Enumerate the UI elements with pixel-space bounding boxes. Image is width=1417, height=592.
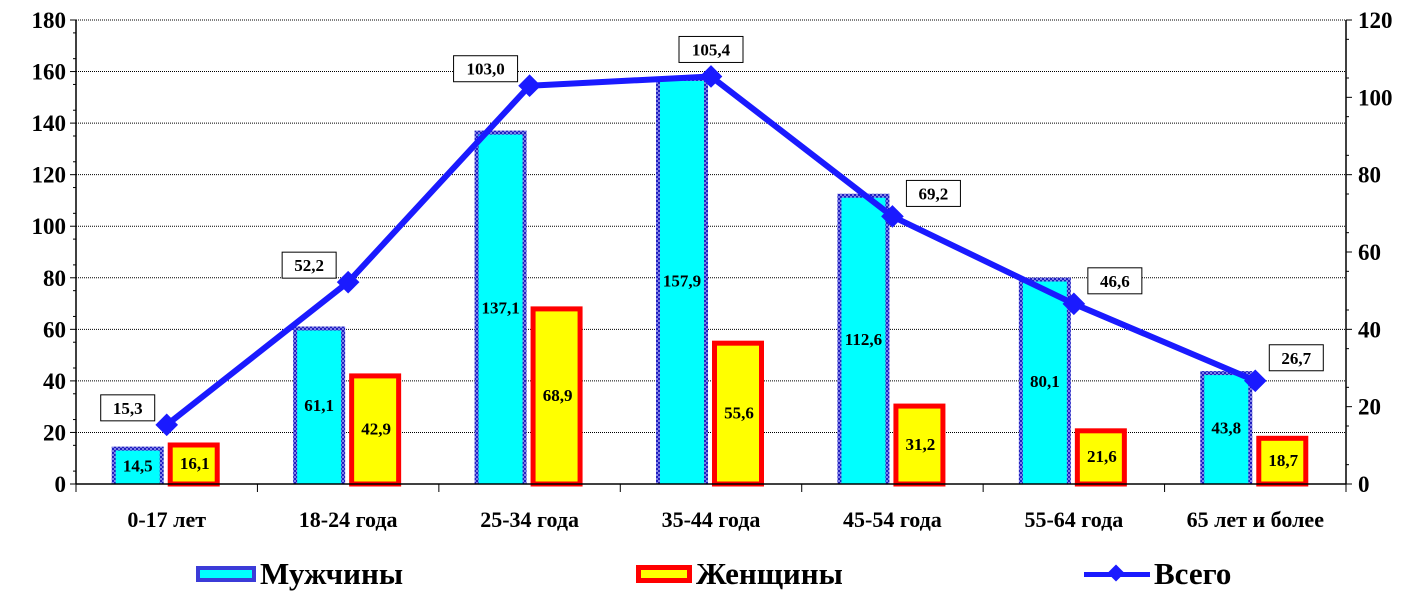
- total-label-box: [281, 251, 337, 279]
- legend-women: Женщины: [636, 556, 843, 592]
- line-marker: [336, 270, 360, 294]
- women-value-label: 18,7: [1268, 451, 1298, 470]
- legend-men-label: Мужчины: [260, 556, 404, 591]
- total-label-box: [453, 55, 519, 83]
- men-value-label: 14,5: [123, 456, 153, 475]
- x-tick-label: 55-64 года: [1024, 507, 1123, 532]
- left-tick-label: 40: [43, 369, 66, 394]
- total-label-box: [1268, 344, 1324, 372]
- legend-women-swatch: [636, 565, 692, 583]
- bar-men-fill: [1022, 281, 1067, 484]
- data-labels: 14,5 16,1 61,1 42,9 137,1 68,9 157,9 55,6 112,6 3…: [100, 35, 1324, 475]
- total-value-label: 103,0: [466, 60, 504, 79]
- women-value-label: 21,6: [1087, 447, 1117, 466]
- total-value-label: 26,7: [1281, 349, 1311, 368]
- x-tick-label: 25-34 года: [480, 507, 579, 532]
- x-tick-label: 18-24 года: [299, 507, 398, 532]
- right-tick-label: 20: [1358, 395, 1381, 420]
- men-value-label: 80,1: [1030, 372, 1060, 391]
- total-value-label: 15,3: [113, 399, 143, 418]
- right-tick-label: 100: [1358, 85, 1393, 110]
- left-tick-label: 80: [43, 266, 66, 291]
- total-value-label: 105,4: [692, 40, 731, 59]
- left-tick-label: 0: [55, 472, 67, 497]
- total-label-box: [678, 35, 744, 63]
- x-tick-label: 45-54 года: [843, 507, 942, 532]
- left-tick-label: 100: [32, 214, 67, 239]
- line-marker: [1062, 292, 1086, 316]
- legend-total-label: Всего: [1154, 556, 1232, 591]
- right-tick-label: 0: [1358, 472, 1370, 497]
- x-tick-label: 0-17 лет: [127, 507, 206, 532]
- women-value-label: 42,9: [361, 420, 391, 439]
- right-tick-label: 80: [1358, 163, 1381, 188]
- bar-men-fill: [478, 134, 523, 484]
- legend-women-label: Женщины: [696, 556, 843, 591]
- women-value-label: 31,2: [906, 435, 936, 454]
- total-value-label: 69,2: [919, 184, 949, 203]
- men-value-label: 43,8: [1211, 419, 1241, 438]
- bar-women: [1074, 428, 1127, 487]
- men-value-label: 157,9: [663, 271, 701, 290]
- line-marker: [518, 74, 541, 98]
- left-tick-label: 160: [32, 60, 67, 85]
- bar-women: [712, 340, 764, 487]
- bar-men-fill: [115, 450, 160, 484]
- line-series: [155, 65, 1267, 437]
- women-value-label: 68,9: [543, 386, 573, 405]
- legend-men: Мужчины: [196, 556, 403, 592]
- bar-men-fill: [297, 330, 342, 484]
- legend-total-swatch: [1084, 565, 1150, 583]
- men-value-label: 137,1: [481, 298, 519, 317]
- line-marker: [1243, 369, 1267, 393]
- legend-total: Всего: [1084, 556, 1231, 592]
- right-tick-label: 120: [1358, 8, 1393, 33]
- total-label-box: [905, 179, 961, 207]
- x-tick-label: 35-44 года: [662, 507, 761, 532]
- bar-men-fill: [660, 80, 704, 485]
- axes: 0 20 40 60 80 100 120 140 160 180 0 20 40 60 80 100 120 0…: [32, 8, 1393, 532]
- legend-men-swatch: [196, 566, 256, 582]
- total-label-box: [1087, 267, 1143, 295]
- bar-men-fill: [1204, 375, 1249, 484]
- left-tick-label: 140: [32, 111, 67, 136]
- left-tick-label: 180: [32, 8, 67, 33]
- x-tick-label: 65 лет и более: [1187, 507, 1325, 532]
- bar-series: [111, 76, 1309, 487]
- right-tick-label: 40: [1358, 317, 1381, 342]
- right-tick-label: 60: [1358, 240, 1381, 265]
- bar-men-fill: [841, 197, 886, 484]
- total-value-label: 52,2: [294, 256, 324, 275]
- men-value-label: 61,1: [304, 396, 334, 415]
- women-value-label: 55,6: [724, 403, 754, 422]
- women-value-label: 16,1: [180, 454, 210, 473]
- line-marker: [699, 65, 723, 88]
- left-tick-label: 60: [43, 317, 66, 342]
- total-value-label: 46,6: [1100, 272, 1130, 291]
- left-tick-label: 120: [32, 163, 67, 188]
- left-tick-label: 20: [43, 420, 66, 445]
- total-label-box: [100, 394, 156, 422]
- men-value-label: 112,6: [845, 330, 882, 349]
